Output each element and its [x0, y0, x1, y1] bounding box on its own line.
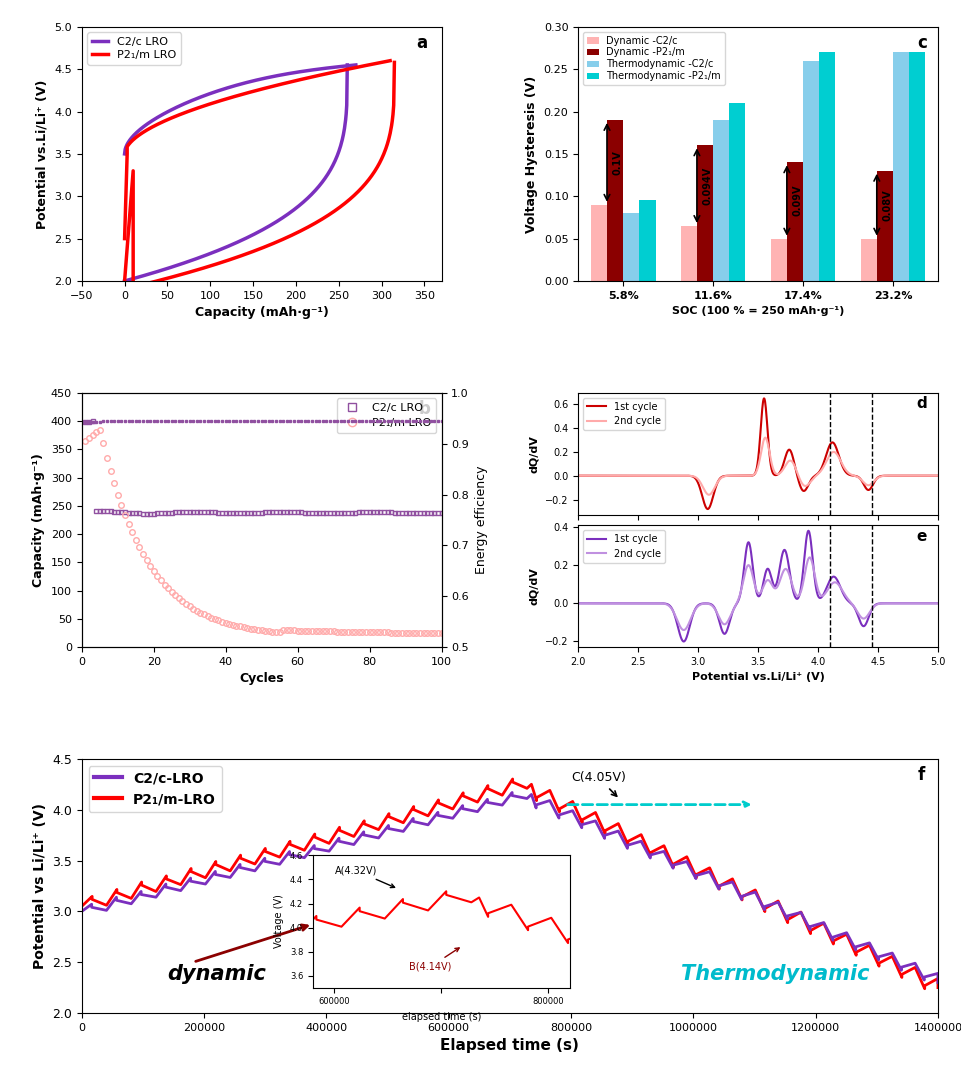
2nd cycle [820, 456, 831, 468]
Y-axis label: dQ/dV: dQ/dV [529, 435, 539, 473]
2nd cycle [572, 597, 583, 610]
Y-axis label: dQ/dV: dQ/dV [529, 567, 539, 605]
Text: b: b [418, 401, 431, 418]
Bar [696, 146, 712, 281]
2nd cycle [859, 611, 871, 624]
X-axis label: Elapsed time (s): Elapsed time (s) [440, 1039, 579, 1054]
2nd cycle [852, 609, 864, 622]
2nd cycle [820, 586, 831, 599]
X-axis label: Cycles: Cycles [239, 672, 283, 685]
2nd cycle [572, 470, 583, 482]
Text: c: c [917, 34, 926, 53]
1st cycle [572, 597, 583, 610]
2nd cycle [730, 470, 742, 482]
1st cycle [820, 583, 831, 596]
Text: Thermodynamic: Thermodynamic [680, 964, 869, 984]
1st cycle [730, 470, 742, 482]
Legend: C2/c LRO, P2₁/m LRO: C2/c LRO, P2₁/m LRO [336, 399, 435, 433]
X-axis label: SOC (100 % = 250 mAh·g⁻¹): SOC (100 % = 250 mAh·g⁻¹) [671, 307, 844, 316]
1st cycle [572, 470, 583, 482]
Bar [908, 53, 924, 281]
Bar [680, 226, 696, 281]
Line: 2nd cycle: 2nd cycle [578, 557, 937, 630]
2nd cycle [758, 431, 770, 444]
1st cycle [608, 470, 620, 482]
1st cycle [820, 449, 831, 462]
Text: 0.094V: 0.094V [702, 166, 711, 205]
Bar [819, 53, 834, 281]
1st cycle [730, 597, 742, 610]
Legend: C2/c LRO, P2₁/m LRO: C2/c LRO, P2₁/m LRO [87, 32, 181, 64]
Line: 2nd cycle: 2nd cycle [578, 437, 937, 495]
X-axis label: Potential vs.Li/Li⁺ (V): Potential vs.Li/Li⁺ (V) [691, 672, 824, 682]
Bar [712, 120, 728, 281]
Bar [892, 53, 908, 281]
2nd cycle [852, 472, 864, 485]
Text: f: f [917, 766, 924, 785]
2nd cycle [718, 470, 729, 482]
2nd cycle [730, 596, 742, 609]
1st cycle [608, 597, 620, 610]
Bar [802, 61, 819, 281]
2nd cycle [608, 470, 620, 482]
Bar [639, 200, 654, 281]
Line: 1st cycle: 1st cycle [578, 531, 937, 641]
Legend: C2/c-LRO, P2₁/m-LRO: C2/c-LRO, P2₁/m-LRO [88, 765, 221, 812]
Bar [770, 239, 786, 281]
2nd cycle [931, 597, 943, 610]
Text: dynamic: dynamic [167, 964, 266, 984]
2nd cycle [608, 597, 620, 610]
1st cycle [718, 470, 729, 482]
Text: d: d [916, 397, 926, 412]
Y-axis label: Energy efficiency: Energy efficiency [474, 465, 487, 575]
Bar [875, 170, 892, 281]
Y-axis label: Potential vs Li/Li⁺ (V): Potential vs Li/Li⁺ (V) [33, 803, 46, 969]
2nd cycle [803, 551, 815, 564]
2nd cycle [718, 617, 729, 630]
Text: 0.09V: 0.09V [792, 184, 801, 217]
X-axis label: Capacity (mAh·g⁻¹): Capacity (mAh·g⁻¹) [194, 307, 329, 319]
Bar [786, 162, 802, 281]
Bar [590, 205, 606, 281]
1st cycle [852, 472, 864, 485]
Legend: 1st cycle, 2nd cycle: 1st cycle, 2nd cycle [582, 398, 664, 430]
Bar [728, 103, 745, 281]
Legend: Dynamic -C2/c, Dynamic -P2₁/m, Thermodynamic -C2/c, Thermodynamic -P2₁/m: Dynamic -C2/c, Dynamic -P2₁/m, Thermodyn… [582, 32, 725, 86]
1st cycle [678, 635, 689, 647]
1st cycle [931, 470, 943, 482]
Text: e: e [916, 528, 926, 544]
Y-axis label: Voltage Hysteresis (V): Voltage Hysteresis (V) [525, 75, 537, 233]
Text: C(4.05V): C(4.05V) [571, 771, 626, 796]
Bar [606, 120, 623, 281]
Bar [860, 239, 875, 281]
Line: 1st cycle: 1st cycle [578, 399, 937, 509]
1st cycle [718, 627, 729, 640]
Y-axis label: Potential vs.Li/Li⁺ (V): Potential vs.Li/Li⁺ (V) [36, 79, 49, 228]
Y-axis label: Capacity (mAh·g⁻¹): Capacity (mAh·g⁻¹) [33, 453, 45, 586]
2nd cycle [859, 478, 871, 491]
1st cycle [702, 503, 713, 516]
1st cycle [801, 524, 813, 537]
1st cycle [757, 392, 769, 405]
Bar [623, 213, 639, 281]
2nd cycle [678, 624, 689, 637]
1st cycle [859, 617, 871, 630]
Text: a: a [416, 34, 427, 53]
Text: 0.1V: 0.1V [612, 150, 622, 175]
Text: 0.08V: 0.08V [881, 189, 891, 221]
Legend: 1st cycle, 2nd cycle: 1st cycle, 2nd cycle [582, 531, 664, 563]
1st cycle [859, 481, 871, 494]
2nd cycle [702, 489, 714, 502]
1st cycle [852, 613, 864, 626]
1st cycle [931, 597, 943, 610]
2nd cycle [931, 470, 943, 482]
